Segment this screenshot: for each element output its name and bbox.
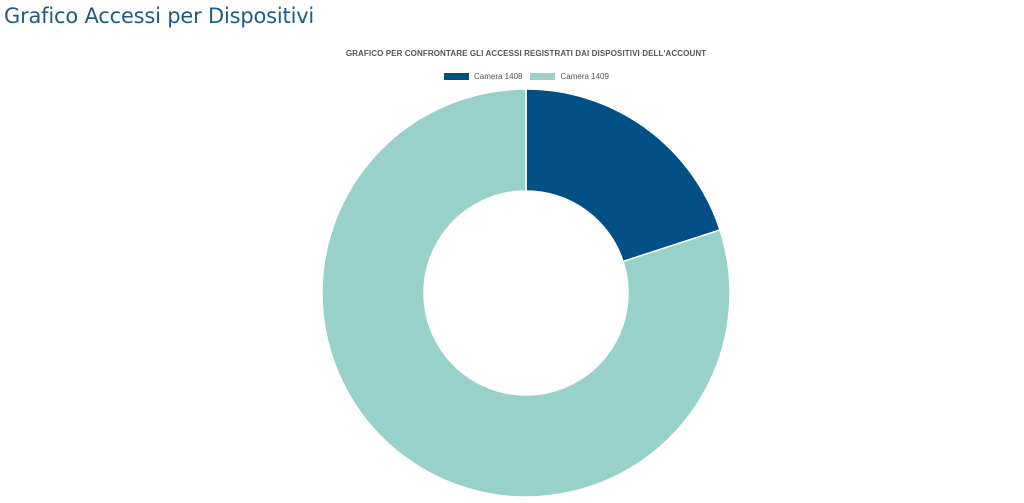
- legend-item-camera-1409[interactable]: Camera 1409: [530, 72, 609, 81]
- legend-label-camera-1408: Camera 1408: [474, 72, 523, 81]
- page-title: Grafico Accessi per Dispositivi: [4, 4, 315, 28]
- donut-slice-camera-1408[interactable]: [525, 88, 721, 263]
- legend-item-camera-1408[interactable]: Camera 1408: [444, 72, 522, 81]
- legend-label-camera-1409: Camera 1409: [560, 72, 609, 81]
- chart-legend: Camera 1408 Camera 1409: [444, 72, 609, 81]
- chart-title: GRAFICO PER CONFRONTARE GLI ACCESSI REGI…: [345, 49, 707, 58]
- legend-swatch-camera-1409: [530, 73, 556, 80]
- legend-swatch-camera-1408: [444, 73, 469, 80]
- donut-slice-camera-1409[interactable]: [321, 88, 731, 498]
